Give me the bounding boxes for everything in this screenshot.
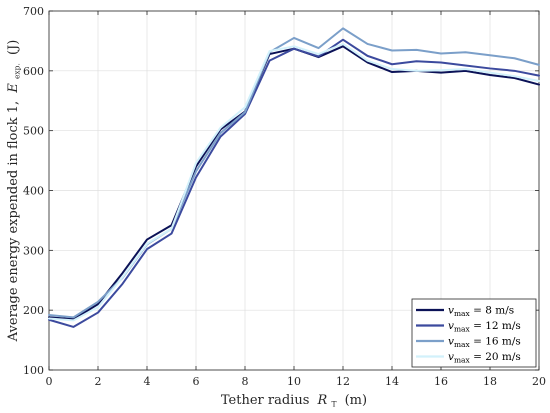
y-tick-label: 200 (23, 304, 44, 317)
legend-label-4: vmax = 20 m/s (448, 351, 521, 365)
legend-label-3: vmax = 16 m/s (448, 336, 521, 350)
x-tick-label: 2 (95, 375, 102, 388)
y-axis-label-main: Average energy expended in flock 1, (6, 101, 21, 343)
x-axis-label: Tether radius R T (m) (221, 393, 367, 411)
y-axis-label-symbol: E (6, 83, 21, 94)
y-tick-label: 700 (23, 5, 44, 18)
x-tick-label: 4 (144, 375, 151, 388)
y-tick-label: 100 (23, 364, 44, 377)
x-tick-label: 8 (242, 375, 249, 388)
y-axis-label: Average energy expended in flock 1, E ex… (6, 40, 24, 343)
x-axis-label-subscript: T (331, 400, 336, 409)
y-tick-label: 300 (23, 244, 44, 257)
legend-label-2: vmax = 12 m/s (448, 320, 521, 334)
y-axis-label-unit: (J) (6, 40, 21, 55)
x-tick-label: 12 (336, 375, 350, 388)
legend-label-1: vmax = 8 m/s (448, 305, 514, 319)
series-line-4 (48, 42, 540, 322)
y-axis-label-subscript: exp. (13, 63, 22, 79)
axis-ticks: 0 2 4 6 8 10 12 14 16 18 20 100 200 300 400 500 600 700 (23, 5, 546, 388)
x-tick-label: 6 (193, 375, 200, 388)
y-tick-label: 400 (23, 185, 44, 198)
x-tick-label: 20 (532, 375, 546, 388)
x-tick-label: 16 (434, 375, 448, 388)
series-line-2 (48, 38, 540, 328)
x-axis-label-unit: (m) (345, 393, 367, 408)
x-tick-label: 14 (385, 375, 399, 388)
series-group (48, 27, 540, 328)
x-axis-label-symbol: R (317, 393, 328, 408)
x-tick-label: 0 (46, 375, 53, 388)
x-tick-label: 18 (483, 375, 497, 388)
x-tick-label: 10 (287, 375, 301, 388)
x-axis-label-main: Tether radius (221, 393, 309, 408)
y-tick-label: 600 (23, 65, 44, 78)
y-tick-label: 500 (23, 125, 44, 138)
